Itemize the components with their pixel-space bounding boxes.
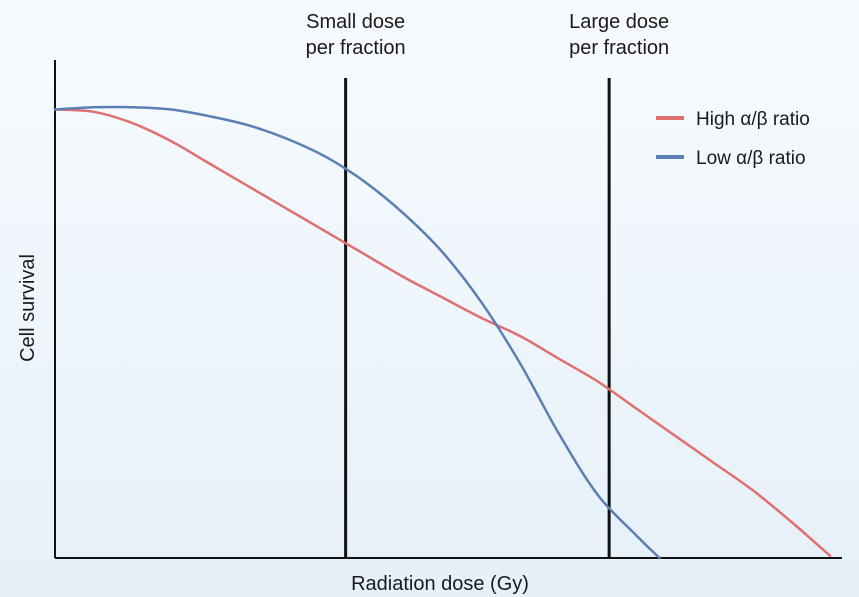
dose-label-1-line-1: Small dose: [306, 11, 405, 33]
x-axis-label: Radiation dose (Gy): [351, 573, 529, 595]
y-axis-label: Cell survival: [17, 254, 39, 362]
series-line-high-alpha-beta: [53, 108, 832, 557]
axes: [54, 60, 842, 559]
dose-label-1-line-2: per fraction: [306, 37, 406, 59]
legend-label-2: Low α/β ratio: [696, 148, 806, 169]
series-line-low-alpha-beta: [53, 105, 661, 560]
legend: High α/β ratio Low α/β ratio: [656, 109, 810, 169]
series-layer: [53, 105, 832, 560]
legend-label-1: High α/β ratio: [696, 109, 810, 130]
dose-label-2-line-2: per fraction: [569, 37, 669, 59]
dose-label-2-line-1: Large dose: [569, 11, 669, 33]
dose-lines: Small dose per fraction Large dose per frac…: [306, 11, 669, 558]
